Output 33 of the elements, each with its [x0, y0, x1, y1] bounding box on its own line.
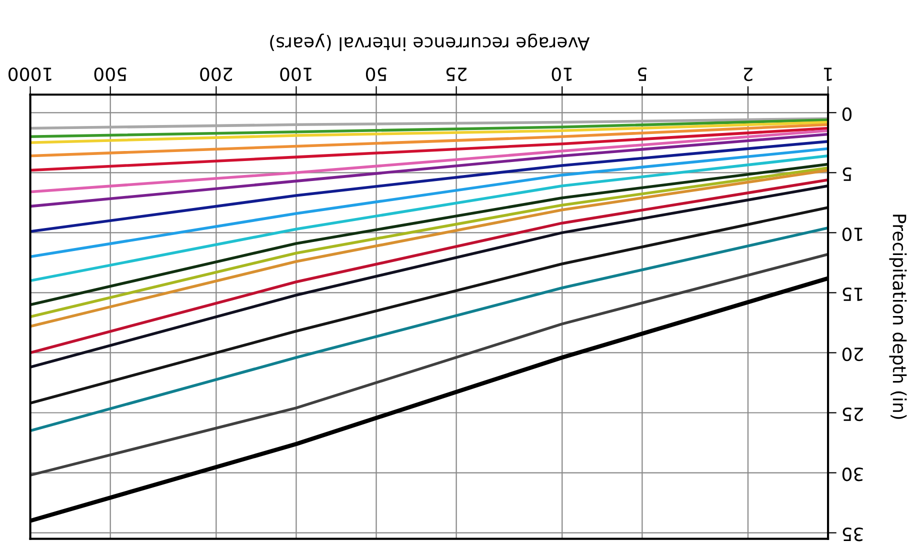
line-series — [30, 140, 828, 233]
y-tick-label: 10 — [842, 227, 862, 242]
line-series — [30, 120, 828, 144]
line-series — [30, 154, 828, 282]
y-tick-label: 20 — [842, 347, 863, 362]
y-tick-label: 30 — [842, 468, 863, 482]
y-axis-title: Precipitation depth (in) — [889, 214, 907, 419]
y-tick-label: 0 — [842, 107, 852, 122]
y-tick-label: 25 — [842, 408, 863, 422]
line-series — [30, 206, 828, 405]
x-tick-label: 50 — [366, 67, 386, 82]
x-tick-label: 500 — [94, 67, 126, 82]
x-tick-label: 10 — [552, 67, 572, 82]
y-tick-label: 35 — [842, 528, 863, 542]
x-tick-label: 1 — [824, 68, 832, 81]
x-tick-label: 25 — [446, 67, 466, 82]
line-series — [30, 123, 828, 158]
line-series — [30, 126, 828, 172]
line-series — [30, 118, 828, 138]
x-tick-label: 100 — [280, 67, 312, 82]
x-tick-label: 200 — [200, 67, 232, 82]
line-series — [30, 117, 828, 130]
y-tick-label: 15 — [842, 287, 862, 301]
line-series — [30, 129, 828, 194]
x-tick-label: 2 — [744, 68, 752, 82]
y-tick-label: 5 — [842, 167, 852, 181]
x-axis-title: Average recurrence interval (years) — [270, 34, 590, 52]
line-series — [30, 147, 828, 258]
line-series — [30, 252, 828, 477]
x-tick-label: 5 — [638, 67, 647, 81]
line-series — [30, 226, 828, 432]
x-tick-label: 1000 — [8, 67, 52, 82]
line-series — [30, 132, 828, 208]
